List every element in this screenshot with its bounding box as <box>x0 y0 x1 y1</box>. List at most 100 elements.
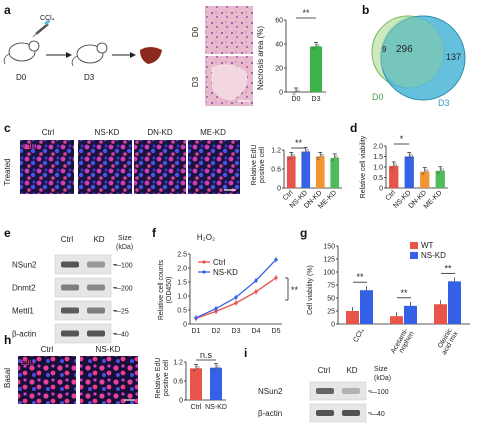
x-tick-label: CCl₄ <box>352 327 365 343</box>
size-value: —200 <box>114 286 133 293</box>
data-point <box>312 46 316 50</box>
x-tick-label: Ctrl <box>385 189 398 202</box>
hepatotoxin-viability-chart: 0255075100125150**CCl₄**Acetami-nophen**… <box>323 241 470 356</box>
data-point <box>335 155 339 159</box>
data-point <box>306 149 310 153</box>
data-point <box>331 158 335 162</box>
blot-lane <box>54 254 112 275</box>
data-point <box>192 368 196 372</box>
venn-count-left: 9 <box>382 45 387 54</box>
y-tick-label: 40 <box>275 42 283 49</box>
blot-col-ctrl: Ctrl <box>61 235 74 244</box>
blot-lane <box>54 277 112 298</box>
y-axis-label: Necrosis area (%) <box>256 26 265 90</box>
legend-label: Ctrl <box>213 258 226 267</box>
y-tick-label: 75 <box>327 283 335 290</box>
bar <box>190 368 202 400</box>
panel-letter-b: b <box>362 3 369 17</box>
data-point <box>302 152 306 156</box>
legend-marker <box>202 260 206 264</box>
data-point <box>291 153 295 157</box>
y-axis-label: positive cell <box>163 359 170 396</box>
edu-image-ns-kd <box>78 140 132 194</box>
col-label: ME-KD <box>200 128 226 137</box>
blot-row-label: Dnmt2 <box>12 284 36 293</box>
data-point <box>405 157 409 160</box>
y-tick-label: 0.5 <box>177 308 187 315</box>
row-label-treated: Treated <box>3 158 12 185</box>
y-axis-label: Cell viability (%) <box>307 265 314 315</box>
edu-image-me-kd <box>188 140 240 194</box>
data-point <box>287 156 291 160</box>
y-tick-label: 0.5 <box>373 175 383 182</box>
y-tick-label: 1.2 <box>173 360 183 367</box>
y-tick-label: 1.5 <box>177 280 187 287</box>
blot-row-label: NSun2 <box>258 387 283 396</box>
edu-chart-basal: 0 0.6 1.2 Ctrl NS-KD n.s <box>173 350 227 411</box>
blot-lane <box>54 300 112 321</box>
y-tick-label: 2.5 <box>177 252 187 259</box>
arrow-icon <box>130 52 136 58</box>
legend-label: NS-KD <box>213 268 238 277</box>
size-label: Size <box>118 235 132 242</box>
bar <box>360 290 373 324</box>
y-axis-label: Relative EdU <box>251 145 258 186</box>
y-tick-label: 1.0 <box>177 294 187 301</box>
data-point <box>196 365 200 369</box>
data-point <box>212 368 216 372</box>
bar <box>301 151 311 188</box>
legend-marker <box>202 270 206 274</box>
panel-letter-e: e <box>4 226 11 240</box>
panel-letter-h: h <box>4 333 11 347</box>
size-label: (kDa) <box>374 375 391 382</box>
day-label-d0: D0 <box>16 73 27 82</box>
data-point <box>394 163 398 167</box>
y-tick-label: 0 <box>279 90 283 97</box>
blot-lane <box>54 323 112 344</box>
data-point <box>274 276 278 280</box>
y-tick-label: 2.0 <box>373 144 383 151</box>
data-point <box>216 365 220 369</box>
chart-title: H₂O₂ <box>197 233 215 242</box>
edu-image-ctrl <box>20 140 74 194</box>
data-point <box>234 295 238 299</box>
necrosis-chart: 0 20 40 60 D0 D3 ** <box>275 8 326 103</box>
significance-mark: ** <box>302 8 310 18</box>
data-point <box>194 316 198 320</box>
bar <box>434 304 447 324</box>
edu-image-dn-kd <box>134 140 186 194</box>
y-tick-label: 0 <box>183 322 187 329</box>
blot-band <box>342 388 360 394</box>
y-tick-label: 125 <box>323 257 335 264</box>
bar <box>404 305 417 324</box>
y-tick-label: 0 <box>379 186 383 193</box>
bar <box>404 156 414 188</box>
significance-mark: ** <box>400 288 408 298</box>
size-label: (kDa) <box>116 244 133 251</box>
y-tick-label: 1.5 <box>373 154 383 161</box>
data-point <box>316 43 320 47</box>
y-tick-label: 25 <box>327 309 335 316</box>
bar <box>315 156 325 188</box>
bar <box>389 165 399 188</box>
data-point <box>254 290 258 294</box>
y-tick-label: 20 <box>275 66 283 73</box>
col-label: NS-KD <box>96 345 121 354</box>
legend-swatch <box>410 242 418 249</box>
y-tick-label: 60 <box>275 18 283 25</box>
size-label: Size <box>374 366 388 373</box>
size-value: —40 <box>114 332 129 339</box>
blot-band <box>316 388 334 394</box>
western-blot-e: NSun2 —100 Dnmt2 —200 Mettl1 —25 β-actin —40 <box>12 254 133 344</box>
y-tick-label: 1.0 <box>373 165 383 172</box>
significance-mark: ** <box>295 138 303 148</box>
venn-label-d0: D0 <box>372 92 384 102</box>
x-tick-label: D0 <box>292 96 301 103</box>
y-tick-label: 2.0 <box>177 266 187 273</box>
legend-label: WT <box>421 241 434 250</box>
panel-letter-f: f <box>152 226 157 240</box>
bar <box>210 367 222 400</box>
data-point <box>274 258 278 262</box>
